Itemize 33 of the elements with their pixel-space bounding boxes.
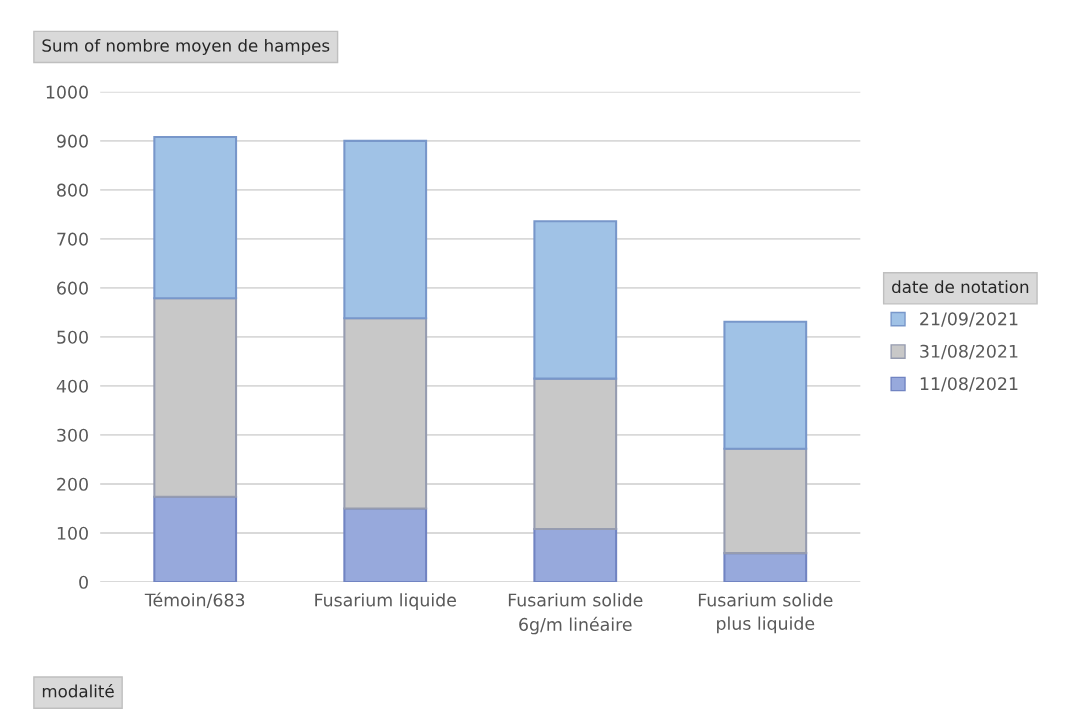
x-tick-label: Fusarium solide plus liquide (698, 593, 833, 634)
bar (153, 135, 238, 300)
x-tick-label: Fusarium solide 6g/m linéaire (508, 593, 643, 635)
chart-title: Sum of nombre moyen de hampes (42, 38, 330, 56)
y-tick-label: 700 (57, 232, 88, 246)
bar (153, 495, 238, 583)
bar (723, 447, 808, 555)
x-tick-label: Fusarium liquide (315, 593, 456, 610)
legend-label: 31/08/2021 (920, 344, 1018, 360)
y-tick-label: 300 (57, 428, 88, 442)
bar (723, 320, 808, 450)
bar (343, 317, 428, 510)
bar (533, 220, 618, 380)
legend-title: date de notation (892, 280, 1029, 294)
bar (343, 139, 428, 320)
y-tick-label: 600 (57, 281, 88, 295)
legend-label: 11/08/2021 (920, 377, 1018, 392)
y-tick-label: 900 (57, 134, 88, 148)
y-tick-label: 500 (57, 330, 88, 344)
bar (533, 377, 618, 531)
bar (533, 528, 618, 583)
y-tick-label: 0 (79, 575, 88, 589)
y-tick-label: 200 (57, 477, 88, 491)
bar (153, 297, 238, 498)
x-tick-label: Témoin/683 (144, 592, 245, 608)
x-axis-title: modalité (42, 683, 114, 698)
y-tick-label: 800 (57, 183, 88, 197)
legend-label: 21/09/2021 (920, 312, 1018, 327)
bar (723, 552, 808, 583)
y-tick-label: 1000 (46, 85, 88, 99)
bar (343, 507, 428, 583)
y-tick-label: 100 (57, 526, 88, 540)
y-tick-label: 400 (56, 379, 88, 393)
